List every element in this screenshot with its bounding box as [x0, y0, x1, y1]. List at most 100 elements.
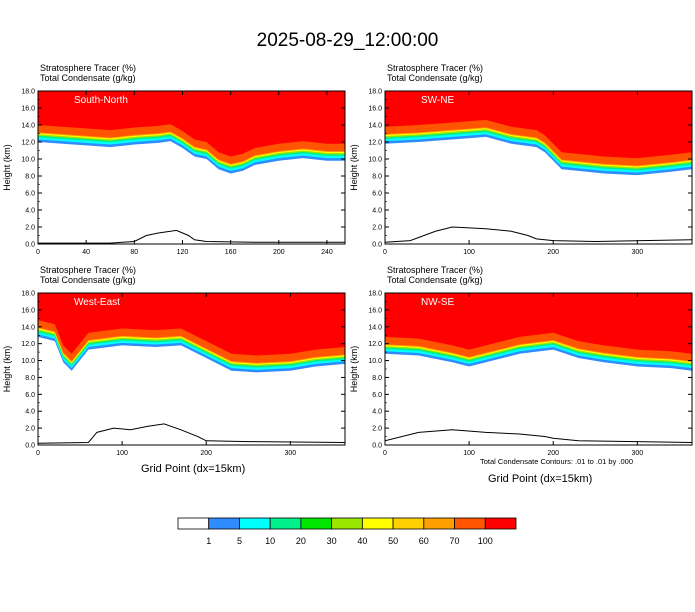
- x-tick-label: 0: [383, 249, 387, 256]
- x-tick-label: 300: [631, 249, 643, 256]
- terrain-line: [38, 423, 345, 444]
- y-tick-label: 18.0: [368, 89, 382, 96]
- y-tick-label: 6.0: [25, 191, 35, 198]
- y-tick-label: 0.0: [372, 242, 382, 249]
- y-tick-label: 14.0: [368, 324, 382, 331]
- y-tick-label: 14.0: [368, 123, 382, 130]
- y-tick-label: 8.0: [25, 174, 35, 181]
- terrain-line: [385, 226, 692, 243]
- colorbar-label: 1: [206, 536, 211, 546]
- colorbar-swatch: [484, 517, 517, 530]
- contour-label: Total Condensate (g/kg): [40, 73, 136, 83]
- colorbar-swatch: [331, 517, 363, 530]
- x-tick-label: 200: [547, 450, 559, 457]
- x-tick-label: 0: [36, 450, 40, 457]
- y-tick-label: 6.0: [25, 392, 35, 399]
- y-axis-label: Height (km): [349, 144, 359, 191]
- x-tick-label: 200: [547, 249, 559, 256]
- colorbar-label: 5: [237, 536, 242, 546]
- colorbar-swatch: [208, 517, 240, 530]
- terrain-line: [38, 229, 345, 244]
- x-tick-label: 300: [631, 450, 643, 457]
- x-axis-label-left: Grid Point (dx=15km): [141, 463, 246, 475]
- panel-name: SW-NE: [421, 95, 454, 106]
- y-tick-label: 12.0: [368, 341, 382, 348]
- colorbar-label: 40: [357, 536, 367, 546]
- colorbar-swatch: [392, 517, 425, 530]
- y-tick-label: 0.0: [25, 443, 35, 450]
- x-tick-label: 200: [200, 450, 212, 457]
- main-title: 2025-08-29_12:00:00: [256, 30, 439, 51]
- x-tick-label: 100: [463, 450, 475, 457]
- x-tick-label: 120: [177, 249, 189, 256]
- y-tick-label: 14.0: [21, 324, 35, 331]
- y-tick-label: 4.0: [25, 208, 35, 215]
- y-tick-label: 4.0: [25, 409, 35, 416]
- x-tick-label: 40: [82, 249, 90, 256]
- y-tick-label: 10.0: [21, 157, 35, 164]
- terrain-line: [385, 429, 692, 443]
- x-tick-label: 100: [463, 249, 475, 256]
- y-axis-label: Height (km): [349, 346, 359, 393]
- contour-label: Total Condensate (g/kg): [387, 275, 483, 285]
- tracer-core: [385, 91, 692, 157]
- y-axis-label: Height (km): [2, 144, 12, 191]
- y-tick-label: 2.0: [25, 426, 35, 433]
- colorbar-swatch: [423, 517, 455, 530]
- y-tick-label: 18.0: [21, 291, 35, 298]
- panel-2: 0.0 2.0 4.0 6.0 8.0 10.0 12.0 14.0 16.0 18.0 0 100 2…: [349, 63, 693, 256]
- y-tick-label: 16.0: [368, 307, 382, 314]
- y-tick-label: 2.0: [372, 426, 382, 433]
- colorbar-swatch: [239, 517, 271, 530]
- y-tick-label: 0.0: [25, 242, 35, 249]
- y-tick-label: 18.0: [368, 291, 382, 298]
- y-tick-label: 2.0: [25, 225, 35, 232]
- x-tick-label: 160: [225, 249, 237, 256]
- colorbar-label: 10: [265, 536, 275, 546]
- panel-name: South-North: [74, 95, 128, 106]
- x-tick-label: 100: [116, 450, 128, 457]
- shading-label: Stratosphere Tracer (%): [40, 265, 136, 275]
- y-tick-label: 12.0: [21, 341, 35, 348]
- shading-label: Stratosphere Tracer (%): [40, 63, 136, 73]
- colorbar: 1 5 10 20 30 40 50 60 70 100: [177, 517, 517, 546]
- panel-3: 0.0 2.0 4.0 6.0 8.0 10.0 12.0 14.0 16.0 18.0 0 100 2…: [2, 265, 346, 457]
- y-tick-label: 6.0: [372, 392, 382, 399]
- y-tick-label: 16.0: [368, 106, 382, 113]
- panel-name: West-East: [74, 297, 120, 308]
- colorbar-label: 50: [388, 536, 398, 546]
- panel-name: NW-SE: [421, 297, 454, 308]
- y-axis-label: Height (km): [2, 346, 12, 393]
- colorbar-label: 100: [478, 536, 493, 546]
- y-tick-label: 8.0: [372, 375, 382, 382]
- colorbar-swatch: [177, 517, 210, 530]
- y-tick-label: 10.0: [368, 358, 382, 365]
- contour-label: Total Condensate (g/kg): [387, 73, 483, 83]
- tracer-core: [38, 91, 345, 155]
- y-tick-label: 2.0: [372, 225, 382, 232]
- y-tick-label: 16.0: [21, 106, 35, 113]
- x-tick-label: 0: [383, 450, 387, 457]
- colorbar-label: 60: [419, 536, 429, 546]
- colorbar-label: 20: [296, 536, 306, 546]
- contour-note: Total Condensate Contours: .01 to .01 by…: [480, 457, 634, 466]
- x-tick-label: 240: [321, 249, 333, 256]
- colorbar-label: 30: [327, 536, 337, 546]
- y-tick-label: 4.0: [372, 409, 382, 416]
- x-tick-label: 0: [36, 249, 40, 256]
- y-tick-label: 12.0: [21, 140, 35, 147]
- tracer-core: [38, 293, 345, 354]
- x-tick-label: 300: [284, 450, 296, 457]
- y-tick-label: 12.0: [368, 140, 382, 147]
- x-tick-label: 200: [273, 249, 285, 256]
- plot-area: [385, 91, 692, 244]
- colorbar-swatch: [454, 517, 486, 530]
- y-tick-label: 4.0: [372, 208, 382, 215]
- y-tick-label: 10.0: [368, 157, 382, 164]
- y-tick-label: 10.0: [21, 358, 35, 365]
- panel-1: 0.0 2.0 4.0 6.0 8.0 10.0 12.0 14.0 16.0 18.0 0 40 80…: [2, 63, 346, 256]
- contour-label: Total Condensate (g/kg): [40, 275, 136, 285]
- y-tick-label: 14.0: [21, 123, 35, 130]
- plot-area: [38, 293, 345, 445]
